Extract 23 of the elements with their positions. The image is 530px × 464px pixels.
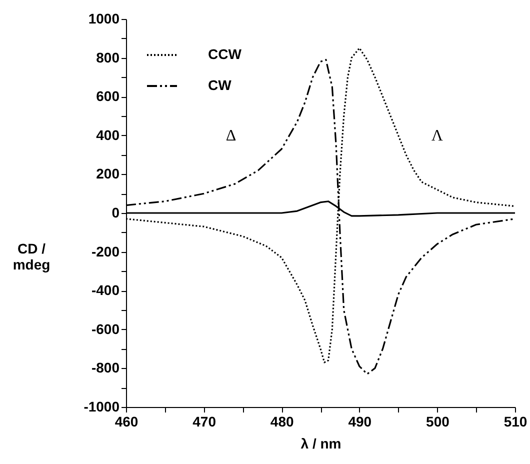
- y-tick-label: 200: [96, 166, 120, 182]
- x-tick-label: 480: [270, 414, 294, 430]
- legend-label: CW: [208, 77, 232, 93]
- y-tick-label: -600: [91, 320, 120, 337]
- x-tick-label: 460: [114, 414, 138, 430]
- y-tick-label: 800: [96, 49, 120, 66]
- legend-label: CCW: [208, 46, 242, 62]
- y-tick-label: -400: [91, 282, 120, 298]
- y-tick-label: -1000: [84, 398, 120, 414]
- x-tick-label: 500: [426, 414, 450, 430]
- x-tick-label: 490: [348, 414, 372, 430]
- x-axis-title: λ / nm: [300, 436, 342, 452]
- y-tick-label: 1000: [88, 10, 120, 26]
- annotation: Δ: [226, 127, 236, 144]
- x-tick-label: 470: [192, 414, 216, 430]
- y-tick-label: -800: [91, 360, 120, 376]
- annotation: Λ: [431, 127, 444, 144]
- y-axis-title: CD / mdeg: [12, 240, 50, 272]
- y-tick-label: 0: [112, 204, 120, 220]
- y-tick-label: 600: [96, 88, 120, 104]
- y-tick-label: -200: [91, 243, 120, 260]
- y-tick-label: 400: [96, 126, 120, 143]
- x-tick-label: 510: [504, 414, 528, 430]
